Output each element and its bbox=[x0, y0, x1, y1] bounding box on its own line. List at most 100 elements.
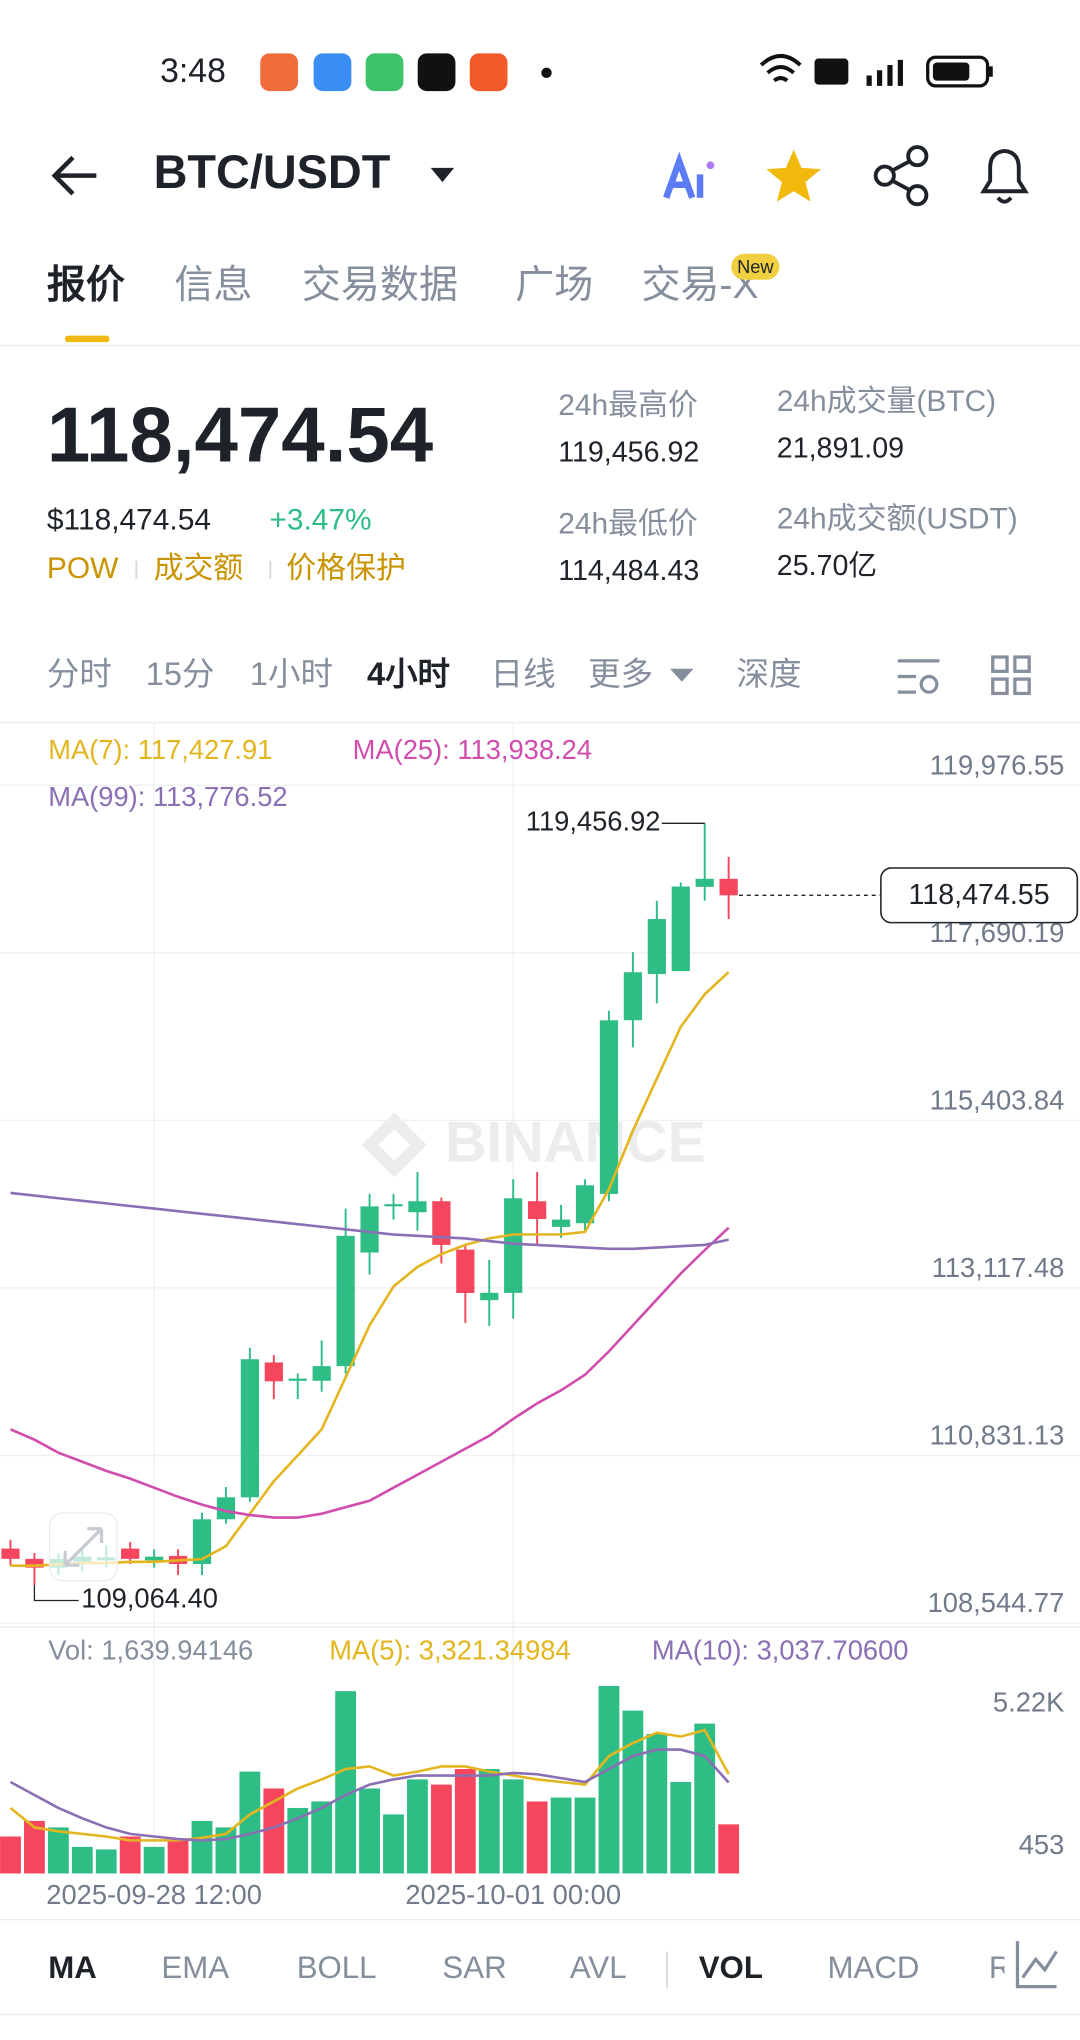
volume-bar bbox=[239, 1771, 261, 1874]
status-time: 3:48 bbox=[160, 52, 226, 90]
volume-bar bbox=[0, 1836, 21, 1874]
volume-tick-label: 453 bbox=[1019, 1829, 1065, 1860]
more-dropdown[interactable] bbox=[670, 668, 694, 682]
candle-body bbox=[384, 1204, 403, 1207]
status-app-icons bbox=[260, 53, 552, 92]
volume-bar bbox=[646, 1733, 668, 1874]
indicator-tab[interactable]: BOLL bbox=[297, 1950, 377, 1985]
y-tick-label: 108,544.77 bbox=[928, 1587, 1065, 1618]
volume-legend-entry: MA(5): 3,321.34984 bbox=[329, 1635, 570, 1666]
indicator-tab[interactable]: AVL bbox=[570, 1950, 627, 1985]
favorite-button[interactable] bbox=[766, 149, 822, 202]
low-leader bbox=[33, 1584, 79, 1602]
volume-bar bbox=[478, 1769, 500, 1874]
pair-dropdown[interactable] bbox=[430, 167, 455, 183]
y-tick-label: 115,403.84 bbox=[930, 1084, 1065, 1115]
indicator-tab[interactable]: SAR bbox=[442, 1950, 506, 1985]
timeframe[interactable]: 15分 bbox=[146, 656, 215, 692]
timeframe[interactable]: 日线 bbox=[491, 656, 556, 692]
candle-body bbox=[671, 886, 690, 972]
divider bbox=[0, 1919, 1080, 1921]
indicator-tab[interactable]: MACD bbox=[828, 1950, 920, 1985]
volume-legend-entry: Vol: 1,639.94146 bbox=[48, 1635, 253, 1666]
volume-bar bbox=[622, 1710, 644, 1874]
pair-title[interactable]: BTC/USDT bbox=[154, 146, 391, 198]
stat-value: 119,456.92 bbox=[558, 437, 699, 469]
candle-body bbox=[432, 1201, 451, 1245]
marks bbox=[0, 823, 740, 1874]
volume-bar bbox=[311, 1801, 333, 1874]
moving-average-line bbox=[9, 1226, 730, 1519]
layout-button[interactable] bbox=[991, 655, 1031, 696]
volume-bar bbox=[287, 1807, 309, 1874]
candle-body bbox=[504, 1198, 523, 1293]
volume-bar bbox=[407, 1779, 428, 1874]
price-tag[interactable]: POW bbox=[47, 552, 119, 585]
low-annotation: 109,064.40 bbox=[81, 1583, 218, 1614]
volume-tick-label: 5.22K bbox=[993, 1686, 1064, 1717]
grid bbox=[0, 723, 1080, 1874]
tab[interactable]: 信息 bbox=[174, 264, 252, 307]
y-tick-label: 119,976.55 bbox=[930, 749, 1065, 780]
candle-body bbox=[695, 878, 714, 887]
tab-indicator bbox=[65, 335, 110, 343]
candle-body bbox=[192, 1519, 212, 1564]
ai-button[interactable] bbox=[663, 151, 715, 199]
candle-body bbox=[623, 972, 642, 1021]
timeframe[interactable]: 分时 bbox=[47, 656, 112, 692]
y-tick-label: 113,117.48 bbox=[932, 1252, 1065, 1283]
share-button[interactable] bbox=[873, 145, 929, 207]
volume-bar bbox=[454, 1769, 476, 1874]
candle-body bbox=[145, 1556, 164, 1561]
tab[interactable]: 交易数据 bbox=[302, 264, 458, 307]
moving-average-line bbox=[10, 1191, 729, 1251]
back-button[interactable] bbox=[51, 155, 97, 196]
candle-body bbox=[240, 1359, 259, 1498]
tab[interactable]: 广场 bbox=[515, 264, 593, 307]
divider bbox=[0, 722, 1080, 724]
price-change: +3.47% bbox=[269, 504, 371, 537]
chart-settings-button[interactable] bbox=[897, 659, 940, 694]
volume-bar bbox=[119, 1836, 141, 1874]
timeframe[interactable]: 深度 bbox=[736, 656, 801, 692]
volume-bar bbox=[526, 1801, 548, 1874]
volume-bar bbox=[359, 1788, 380, 1874]
volume-bar bbox=[71, 1846, 93, 1874]
indicator-settings-button[interactable] bbox=[1015, 1941, 1058, 1989]
candle-body bbox=[528, 1201, 547, 1219]
volume-bar bbox=[574, 1797, 596, 1874]
candle-body bbox=[456, 1249, 475, 1293]
stat-value: 25.70亿 bbox=[777, 550, 877, 582]
indicator-tab[interactable]: EMA bbox=[161, 1950, 229, 1985]
indicator-tab[interactable]: VOL bbox=[699, 1950, 763, 1985]
volume-bar bbox=[263, 1788, 285, 1874]
last-price-box bbox=[880, 867, 1079, 924]
volume-bar bbox=[143, 1846, 165, 1874]
timeframe-active[interactable]: 4小时 bbox=[367, 656, 450, 692]
candle-body bbox=[408, 1201, 427, 1213]
volume-bar bbox=[95, 1849, 117, 1874]
timeframe[interactable]: 更多 bbox=[588, 656, 653, 692]
price-tag[interactable]: 价格保护 bbox=[286, 552, 406, 585]
volume-bar bbox=[191, 1820, 213, 1874]
tab[interactable]: 报价 bbox=[47, 264, 125, 307]
divider bbox=[0, 344, 1080, 347]
tag-separator bbox=[269, 560, 272, 579]
candle-body bbox=[551, 1219, 571, 1227]
candle-body bbox=[121, 1548, 140, 1559]
last-price: 118,474.54 bbox=[47, 391, 433, 479]
volume-bar bbox=[167, 1840, 189, 1874]
volume-bar bbox=[670, 1781, 692, 1874]
timeframe[interactable]: 1小时 bbox=[250, 656, 333, 692]
price-tag[interactable]: 成交额 bbox=[154, 552, 244, 585]
volume-legend-entry: MA(10): 3,037.70600 bbox=[652, 1635, 909, 1666]
alert-button[interactable] bbox=[980, 148, 1029, 204]
indicator-tab[interactable]: MA bbox=[48, 1950, 97, 1985]
last-price-label: 118,474.55 bbox=[909, 879, 1050, 911]
candle-body bbox=[1, 1548, 20, 1559]
divider bbox=[0, 1626, 1080, 1628]
legend-entry: MA(7): 117,427.91 bbox=[48, 734, 272, 765]
candle-body bbox=[312, 1366, 331, 1381]
